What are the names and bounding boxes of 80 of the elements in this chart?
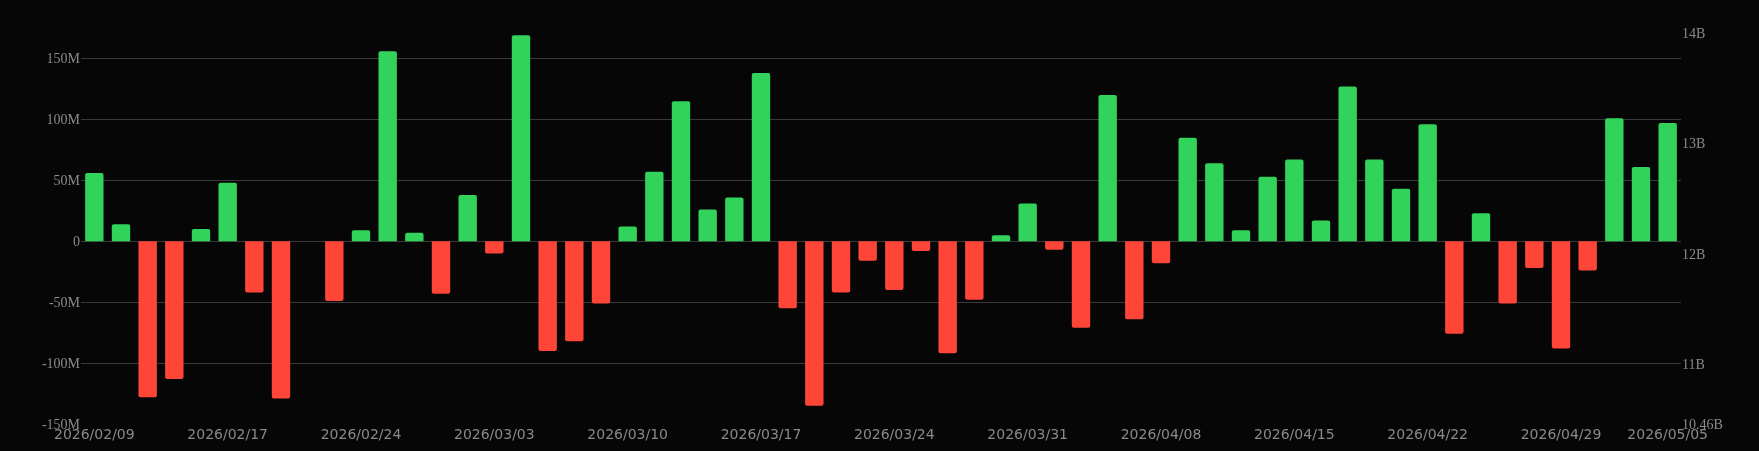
bar [538,241,557,351]
bar [271,241,291,399]
bar [1205,163,1224,242]
x-tick-label: 2026/03/10 [587,426,669,442]
bar [1258,176,1277,242]
bar [1125,241,1144,320]
bar [218,182,237,242]
x-tick-label: 2026/04/08 [1120,426,1202,442]
bar [751,73,771,242]
bar [431,241,451,294]
bar [591,241,611,304]
bar [1498,241,1517,304]
bar [618,226,637,242]
bar [191,229,211,242]
bar [1418,124,1437,242]
y2-tick-label: 11B [1682,357,1705,373]
bar [511,35,531,242]
bar [1391,188,1411,242]
bar [1045,241,1064,250]
x-tick-label: 2026/03/03 [453,426,535,442]
y-tick-label: 100M [46,112,81,128]
bar [138,241,157,398]
bar [565,241,584,342]
x-tick-label: 2026/03/24 [853,426,935,442]
x-tick-label: 2026/03/31 [987,426,1069,442]
y-tick-label: -100M [41,355,81,371]
bar [1551,241,1571,349]
bar [245,241,264,293]
bar [911,241,931,251]
bar [938,241,957,354]
x-tick-label: 2026/03/17 [720,426,802,442]
bar [965,241,984,300]
x-tick-label: 2026/02/24 [320,426,402,442]
bar [991,235,1011,242]
bar [1098,95,1117,242]
bar [1445,241,1464,334]
bar [165,241,184,379]
bar [1658,123,1677,242]
bar [671,101,691,242]
bar [805,241,824,406]
bar [1071,241,1091,328]
bar [1018,203,1037,242]
y2-tick-label: 13B [1682,136,1706,152]
bar [645,171,664,242]
y-tick-label: 150M [46,51,81,67]
bar [1525,241,1544,269]
bar [1285,159,1304,242]
x-tick-label: 2026/02/17 [187,426,269,442]
bar [831,241,851,293]
y2-tick-label: 12B [1682,246,1706,262]
x-tick-label: 2026/04/29 [1520,426,1602,442]
bar [698,209,717,242]
bar [1605,118,1624,242]
bar [85,173,104,242]
bar [1578,241,1597,271]
bar [325,241,344,301]
bar [778,241,797,309]
y-tick-label: -50M [48,295,81,311]
x-tick-label: 2026/04/22 [1387,426,1469,442]
bar [1365,159,1384,242]
bar [485,241,504,254]
bar [1338,86,1357,242]
y2-tick-label: 14B [1682,26,1706,42]
bar [1311,220,1331,242]
bar [1231,230,1251,242]
bar [885,241,904,290]
bar [1631,166,1651,242]
bar [458,194,477,242]
bar [111,224,131,242]
bar [378,51,397,242]
bar [725,197,744,242]
bar [405,232,424,242]
y-tick-label: 50M [53,173,81,189]
x-tick-label: 2026/04/15 [1253,426,1335,442]
bar [858,241,877,261]
bar [1178,137,1197,242]
bar [1151,241,1171,264]
y-tick-label: 0 [73,234,80,250]
bar [351,230,371,242]
bar [1471,213,1491,242]
